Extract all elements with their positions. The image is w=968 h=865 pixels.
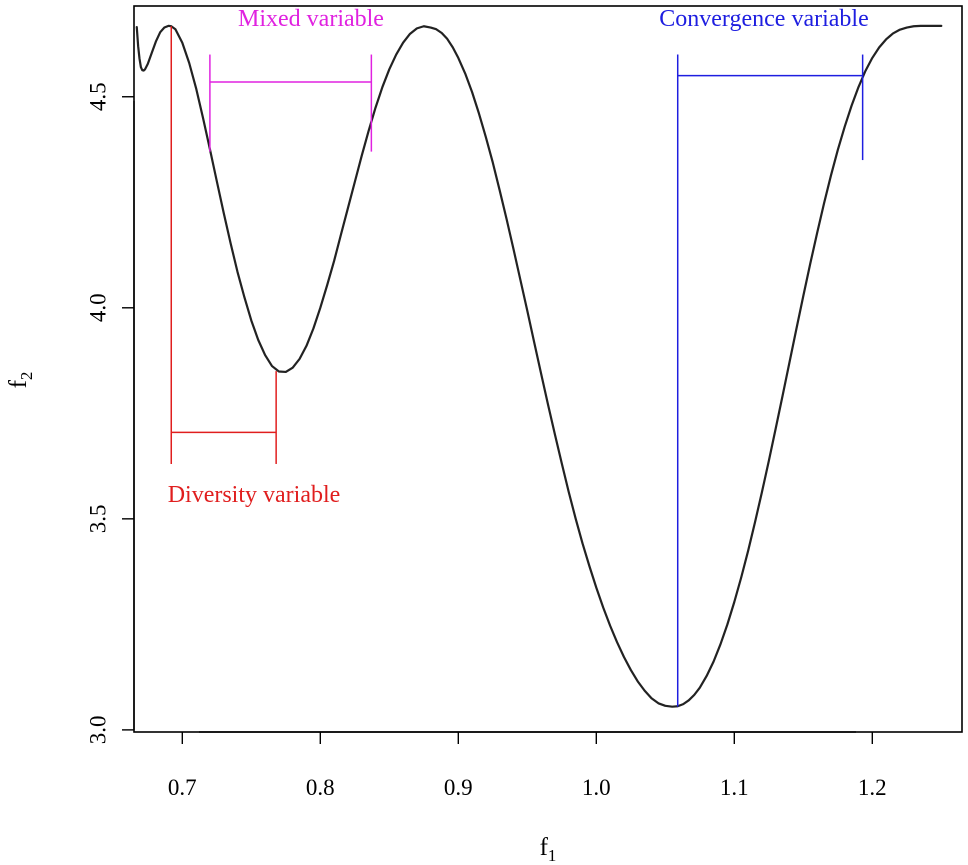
y-axis-title-main: f bbox=[5, 379, 32, 388]
x-tick-label-1: 0.8 bbox=[306, 775, 335, 800]
curve-layer bbox=[135, 24, 943, 708]
y-tick-label-1: 3.5 bbox=[85, 504, 110, 533]
x-axis-title-main: f bbox=[540, 834, 549, 861]
x-axis-title-subscript: 1 bbox=[548, 846, 557, 865]
x-tick-label-2: 0.9 bbox=[444, 775, 473, 800]
x-axis-title: f1 bbox=[540, 834, 557, 865]
y-axis-title: f2 bbox=[5, 372, 36, 389]
y-tick-label-3: 4.5 bbox=[85, 82, 110, 111]
data-curve-0 bbox=[135, 24, 943, 708]
y-tick-label-0: 3.0 bbox=[85, 716, 110, 745]
x-tick-label-0: 0.7 bbox=[168, 775, 197, 800]
annotation-label-0: Mixed variable bbox=[238, 6, 384, 32]
x-tick-label-3: 1.0 bbox=[582, 775, 611, 800]
plot-frame bbox=[133, 5, 963, 733]
y-axis: 3.0 3.5 4.0 4.5 bbox=[85, 82, 135, 745]
y-axis-title-subscript: 2 bbox=[17, 372, 36, 381]
annotation-label-1: Diversity variable bbox=[168, 482, 341, 508]
x-axis: 0.7 0.8 0.9 1.0 1.1 1.2 bbox=[168, 731, 887, 800]
annotation-layer bbox=[170, 26, 864, 707]
label-layer: Mixed variable Diversity variable Converge… bbox=[168, 6, 869, 508]
x-tick-label-4: 1.1 bbox=[720, 775, 749, 800]
x-tick-label-5: 1.2 bbox=[858, 775, 887, 800]
y-tick-label-2: 4.0 bbox=[85, 293, 110, 322]
annotation-label-2: Convergence variable bbox=[659, 6, 868, 32]
